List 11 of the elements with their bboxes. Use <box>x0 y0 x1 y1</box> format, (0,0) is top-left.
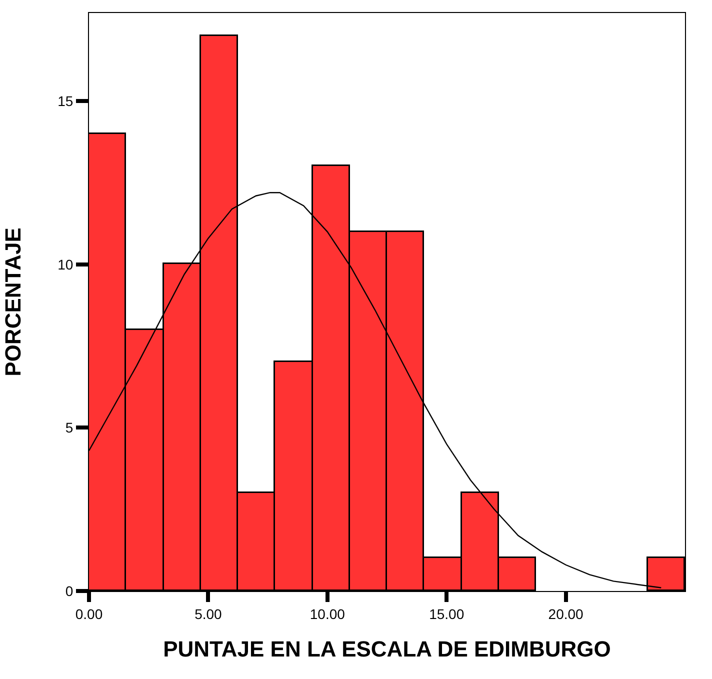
x-tick-label: 10.00 <box>310 606 346 622</box>
x-tick-label: 15.00 <box>429 606 464 622</box>
y-tick-label: 10 <box>58 256 74 272</box>
y-tick-label: 15 <box>58 93 74 110</box>
x-tick-label: 20.00 <box>548 606 584 622</box>
x-tick-label: 0.00 <box>75 606 103 622</box>
x-axis-title: PUNTAJE EN LA ESCALA DE EDIMBURGO <box>163 636 611 662</box>
y-tick-label: 5 <box>65 420 74 436</box>
x-tick-label: 5.00 <box>194 606 222 622</box>
y-tick-label: 0 <box>65 582 74 599</box>
y-axis-title: PORCENTAJE <box>0 228 26 376</box>
